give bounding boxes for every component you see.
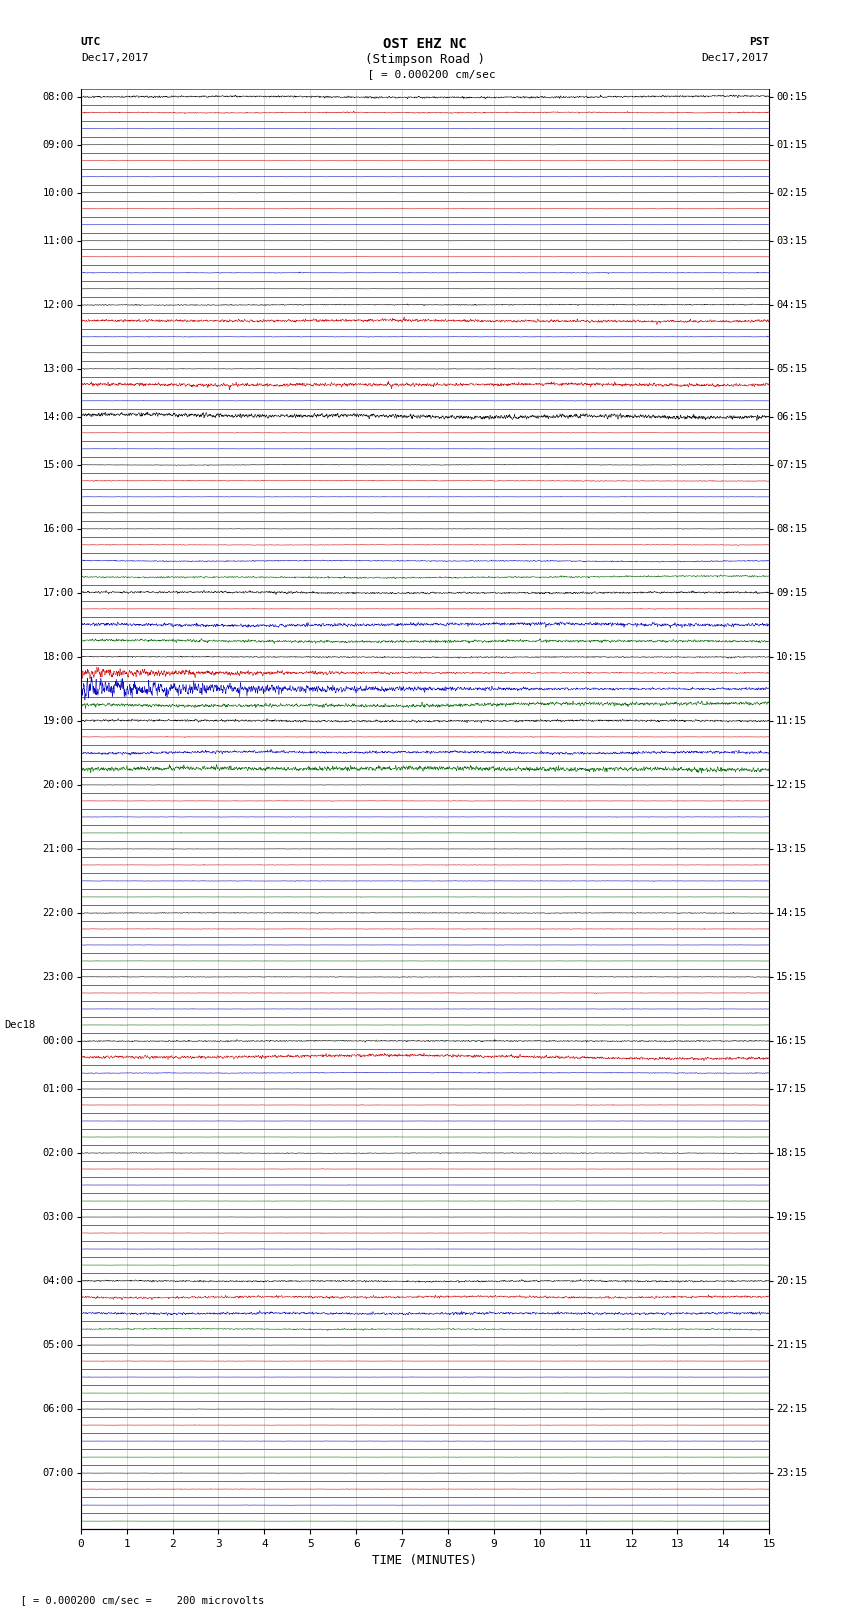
Text: Dec18: Dec18 bbox=[5, 1019, 36, 1031]
Text: UTC: UTC bbox=[81, 37, 101, 47]
Text: Dec17,2017: Dec17,2017 bbox=[81, 53, 148, 63]
Text: OST EHZ NC: OST EHZ NC bbox=[383, 37, 467, 52]
Text: PST: PST bbox=[749, 37, 769, 47]
Text: (Stimpson Road ): (Stimpson Road ) bbox=[365, 53, 485, 66]
Text: Dec17,2017: Dec17,2017 bbox=[702, 53, 769, 63]
Text: [ = 0.000200 cm/sec =    200 microvolts: [ = 0.000200 cm/sec = 200 microvolts bbox=[8, 1595, 264, 1605]
Text: [ = 0.000200 cm/sec: [ = 0.000200 cm/sec bbox=[354, 69, 496, 79]
X-axis label: TIME (MINUTES): TIME (MINUTES) bbox=[372, 1555, 478, 1568]
